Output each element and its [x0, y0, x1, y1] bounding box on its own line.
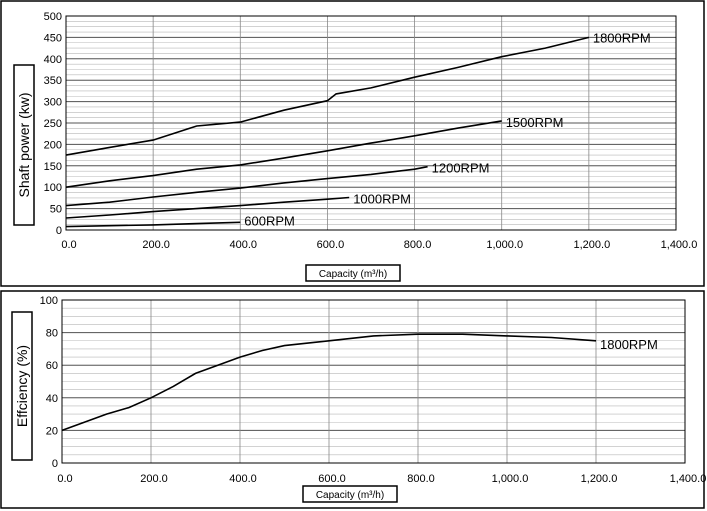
svg-text:Shaft power (kw): Shaft power (kw) — [16, 92, 32, 197]
efficiency-chart-minor-grid — [62, 299, 685, 464]
y-tick-label: 0 — [56, 225, 62, 237]
y-tick-label: 350 — [44, 75, 62, 87]
y-tick-label: 40 — [46, 393, 58, 405]
x-tick-label: 1,400.0 — [661, 239, 698, 251]
series-line-1800rpm — [61, 333, 597, 432]
series-label-1000rpm: 1000RPM — [353, 191, 411, 206]
power-chart-major-grid — [65, 15, 677, 231]
efficiency-chart-y-ticks: 0 20 40 60 80 100 — [40, 295, 58, 470]
y-tick-label: 100 — [44, 182, 62, 194]
series-line-1000rpm — [65, 196, 350, 219]
x-tick-label: 0.0 — [61, 239, 76, 251]
power-chart-series: 1800RPM 1500RPM 1200RPM 1000RPM 600RPM — [65, 30, 651, 228]
y-tick-label: 100 — [40, 295, 58, 307]
series-line-1800rpm — [65, 36, 590, 156]
y-tick-label: 300 — [44, 97, 62, 109]
y-tick-label: 50 — [50, 204, 62, 216]
y-tick-label: 400 — [44, 54, 62, 66]
efficiency-chart-series: 1800RPM — [61, 333, 658, 432]
series-label-1500rpm: 1500RPM — [506, 115, 564, 130]
svg-text:Capacity (m³/h): Capacity (m³/h) — [316, 490, 384, 501]
x-tick-label: 1,200.0 — [574, 239, 611, 251]
y-tick-label: 250 — [44, 118, 62, 130]
svg-text:Effciency (%): Effciency (%) — [14, 345, 30, 427]
x-tick-label: 400.0 — [229, 473, 257, 485]
y-tick-label: 0 — [52, 458, 58, 470]
x-tick-label: 1,000.0 — [486, 239, 523, 251]
power-chart-plot-area — [65, 15, 677, 231]
x-tick-label: 1,200.0 — [581, 473, 618, 485]
x-tick-label: 0.0 — [57, 473, 72, 485]
series-label-1200rpm: 1200RPM — [432, 161, 490, 176]
y-tick-label: 500 — [44, 11, 62, 23]
power-chart-x-ticks: 0.0 200.0 400.0 600.0 800.0 1,000.0 1,200.0 1,4… — [61, 239, 697, 251]
series-line-600rpm — [65, 221, 241, 228]
efficiency-chart-x-ticks: 0.0 200.0 400.0 600.0 800.0 1,000.0 1,200.0 1,4… — [57, 473, 706, 485]
y-tick-label: 450 — [44, 32, 62, 44]
y-tick-label: 80 — [46, 328, 58, 340]
efficiency-chart-y-axis-label: Effciency (%) — [11, 311, 33, 461]
series-label-600rpm: 600RPM — [244, 213, 295, 228]
x-tick-label: 800.0 — [407, 473, 435, 485]
y-tick-label: 150 — [44, 161, 62, 173]
efficiency-chart-x-axis-label: Capacity (m³/h) — [302, 485, 398, 503]
power-chart-y-axis-label: Shaft power (kw) — [13, 64, 35, 226]
x-tick-label: 200.0 — [140, 473, 168, 485]
svg-text:Capacity (m³/h): Capacity (m³/h) — [319, 269, 387, 280]
power-chart-panel — [0, 0, 705, 287]
series-line-1500rpm — [65, 120, 502, 188]
x-tick-label: 800.0 — [404, 239, 432, 251]
x-tick-label: 600.0 — [317, 239, 345, 251]
y-tick-label: 60 — [46, 360, 58, 372]
x-tick-label: 400.0 — [230, 239, 258, 251]
series-label-1800rpm: 1800RPM — [593, 30, 651, 45]
x-tick-label: 1,000.0 — [492, 473, 529, 485]
y-tick-label: 20 — [46, 425, 58, 437]
efficiency-chart: 0.0 200.0 400.0 600.0 800.0 1,000.0 1,200.0 1,4… — [11, 295, 706, 503]
x-tick-label: 200.0 — [142, 239, 170, 251]
power-chart-x-axis-label: Capacity (m³/h) — [305, 264, 401, 282]
efficiency-chart-plot-area — [61, 299, 686, 464]
y-tick-label: 200 — [44, 139, 62, 151]
power-chart: 0.0 200.0 400.0 600.0 800.0 1,000.0 1,200.0 1,4… — [13, 11, 697, 282]
series-label-1800rpm: 1800RPM — [600, 337, 658, 352]
x-tick-label: 1,400.0 — [670, 473, 707, 485]
efficiency-chart-panel — [0, 290, 705, 509]
power-chart-y-ticks: 0 50 100 150 200 250 300 350 400 450 500 — [44, 11, 62, 237]
x-tick-label: 600.0 — [318, 473, 346, 485]
series-line-1200rpm — [65, 165, 428, 207]
